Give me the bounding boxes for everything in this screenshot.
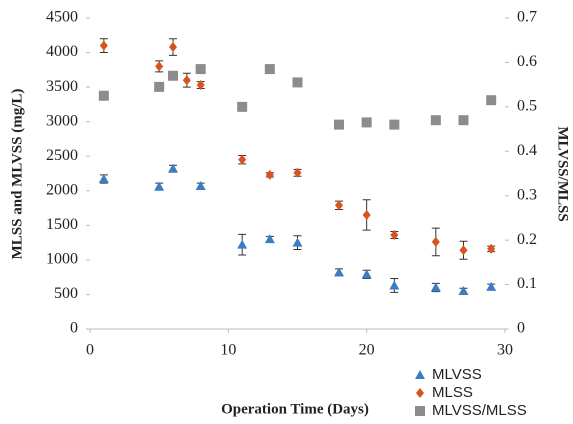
point — [238, 154, 247, 165]
x-tick-label: 30 — [497, 342, 513, 359]
legend-marker — [415, 406, 425, 416]
point — [155, 61, 164, 72]
y-tick-label: 3000 — [46, 112, 78, 129]
point — [487, 243, 496, 254]
y-tick-label: 2000 — [46, 181, 78, 198]
y-tick-label: 0 — [70, 320, 78, 337]
legend-label: MLSS — [432, 384, 473, 401]
point — [98, 174, 109, 184]
point — [196, 80, 205, 91]
point — [169, 42, 177, 53]
point — [458, 285, 469, 295]
legend-marker — [416, 388, 424, 398]
y-tick-label: 1000 — [46, 251, 78, 268]
point — [389, 280, 400, 290]
legend-marker — [415, 370, 425, 379]
y-tick-label: 4000 — [46, 43, 78, 60]
point — [430, 115, 441, 126]
y-axis-title: MLSS and MLVSS (mg/L) — [9, 89, 25, 260]
y2-tick-label: 0 — [517, 320, 525, 337]
point — [458, 115, 469, 126]
y2-axis-title: MLVSS/MLSS — [555, 126, 571, 221]
point — [182, 75, 191, 86]
point — [195, 180, 206, 190]
x-tick-label: 0 — [86, 342, 94, 359]
y2-tick-label: 0.5 — [517, 98, 537, 115]
x-tick-label: 10 — [220, 342, 236, 359]
point — [168, 70, 178, 81]
point — [154, 81, 165, 92]
point — [98, 90, 109, 101]
point — [390, 230, 399, 241]
point — [265, 169, 274, 180]
point — [361, 117, 372, 128]
point — [334, 119, 344, 130]
y-tick-label: 2500 — [46, 147, 78, 164]
point — [237, 239, 248, 249]
y-tick-label: 3500 — [46, 78, 78, 95]
point — [292, 237, 303, 247]
point — [195, 64, 206, 75]
x-tick-label: 20 — [359, 342, 375, 359]
x-axis-title: Operation Time (Days) — [221, 401, 369, 417]
point — [486, 281, 497, 291]
point — [389, 119, 400, 130]
y-tick-label: 1500 — [46, 216, 78, 233]
point — [99, 40, 108, 51]
point — [293, 167, 302, 178]
y2-tick-label: 0.2 — [517, 231, 537, 248]
point — [430, 282, 441, 292]
y2-tick-label: 0.4 — [517, 142, 537, 159]
point — [335, 200, 343, 211]
point — [361, 269, 372, 279]
point — [486, 95, 497, 106]
point — [334, 267, 344, 277]
point — [362, 209, 371, 220]
y2-tick-label: 0.3 — [517, 186, 537, 203]
legend-label: MLVSS — [432, 366, 482, 383]
y-tick-label: 500 — [54, 285, 78, 302]
point — [264, 234, 275, 244]
legend-label: MLVSS/MLSS — [432, 402, 527, 419]
y-tick-label: 4500 — [46, 9, 78, 26]
y2-tick-label: 0.1 — [517, 275, 537, 292]
point — [292, 77, 303, 88]
point — [168, 163, 178, 173]
y2-tick-label: 0.6 — [517, 53, 537, 70]
point — [459, 245, 468, 256]
y2-tick-label: 0.7 — [517, 9, 537, 26]
point — [431, 236, 440, 247]
point — [264, 64, 275, 75]
point — [237, 101, 248, 112]
point — [154, 181, 165, 191]
